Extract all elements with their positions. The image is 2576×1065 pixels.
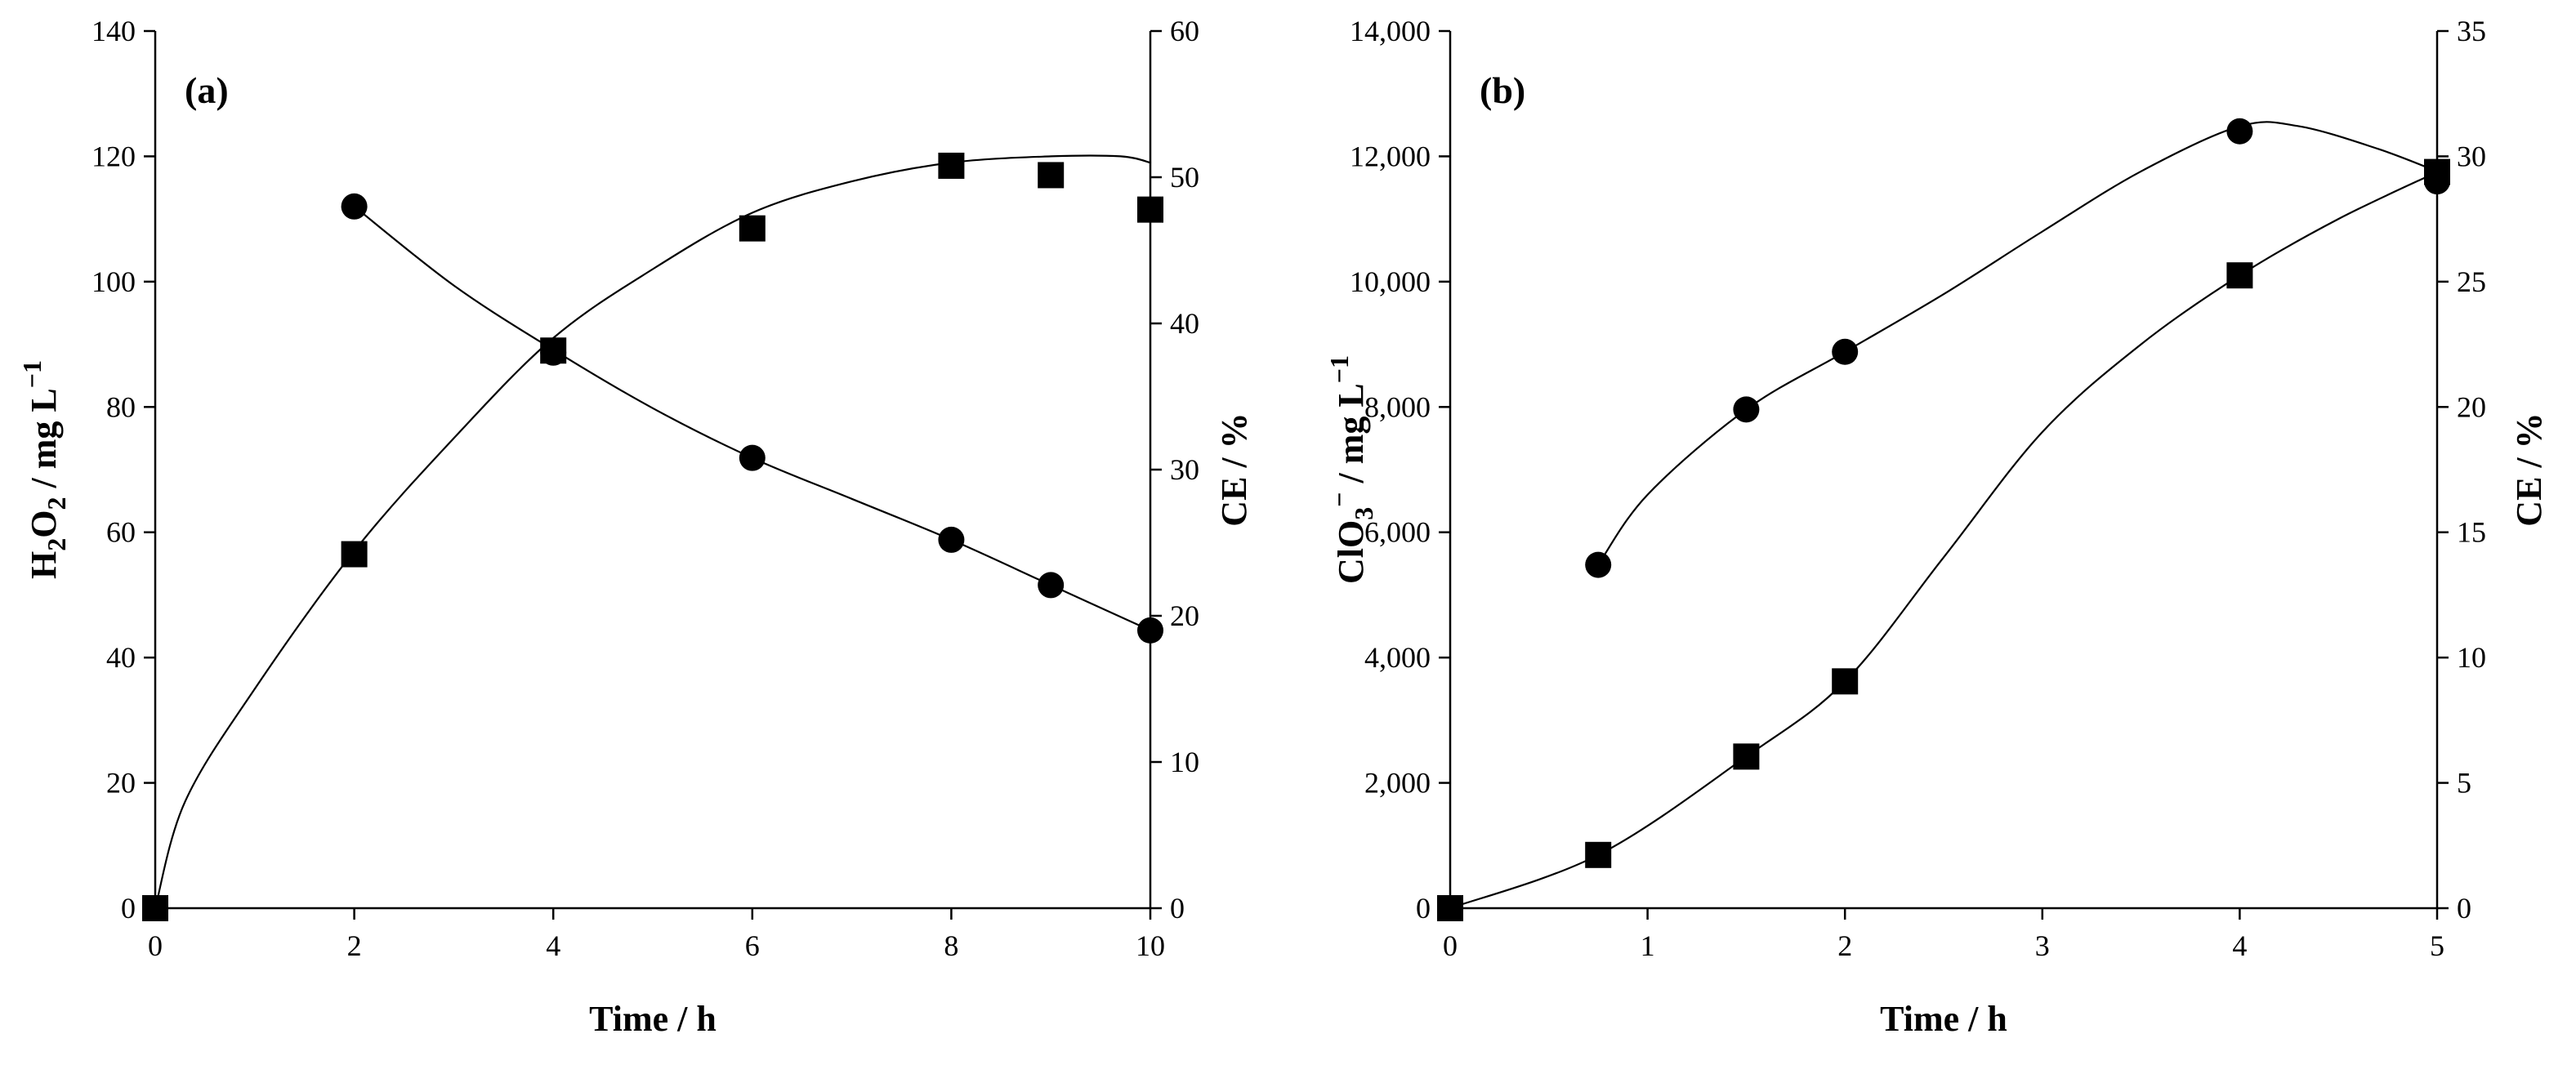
panel-a-y2-tick-label: 0 <box>1170 892 1185 925</box>
panel-b-y2-tick-label: 25 <box>2457 265 2486 298</box>
panel-a-y-tick-label: 0 <box>121 892 136 925</box>
panel-b-circle-point <box>1585 551 1612 578</box>
panel-b-square-point <box>2226 262 2253 289</box>
panel-a-circle-point <box>1038 572 1065 599</box>
panel-b-circle-point <box>1733 396 1760 423</box>
panel-b-x-tick-label: 5 <box>2430 929 2444 962</box>
panel-a-x-tick-label: 0 <box>148 929 163 962</box>
panel-a-circle-point <box>341 193 368 220</box>
panel-b-x-tick-label: 1 <box>1641 929 1655 962</box>
panel-b-square-point <box>1437 895 1463 921</box>
panel-a-y2-tick-label: 50 <box>1170 161 1199 194</box>
panel-b-y2-tick-label: 10 <box>2457 641 2486 674</box>
panel-b-y2-tick-label: 5 <box>2457 767 2471 800</box>
panel-a: 0 2 4 6 8 100204060801001201400102030405060(a… <box>17 15 1254 1039</box>
panel-a-fit-line-square <box>154 154 1151 909</box>
panel-b-y-tick-label: 14,000 <box>1350 15 1431 47</box>
panel-a-y-tick-label: 40 <box>106 641 136 674</box>
panel-a-y-axis-title: H2O2 / mg L−1 <box>17 360 71 579</box>
panel-b-y-tick-label: 0 <box>1416 892 1431 925</box>
panel-a-x-tick-label: 8 <box>944 929 958 962</box>
panel-a-square-point <box>938 152 965 179</box>
panel-a-x-tick-label: 4 <box>546 929 560 962</box>
panel-a-y-tick-label: 100 <box>92 265 136 298</box>
panel-a-y2-tick-label: 30 <box>1170 453 1199 486</box>
panel-b-x-tick-label: 3 <box>2035 929 2050 962</box>
panel-b-circle-point <box>2424 168 2450 195</box>
panel-a-y-tick-label: 140 <box>92 15 136 47</box>
panel-b-y2-tick-label: 35 <box>2457 15 2486 47</box>
panel-b-x-tick-label: 4 <box>2232 929 2247 962</box>
panel-b-y2-axis-title: CE / % <box>2509 412 2549 526</box>
panel-b-square-point <box>1832 668 1859 695</box>
panel-b-y2-tick-label: 0 <box>2457 892 2471 925</box>
panel-a-square-point <box>1038 162 1065 189</box>
panel-a-x-tick-label: 10 <box>1136 929 1165 962</box>
panel-a-circle-point <box>1137 617 1163 644</box>
panel-a-square-point <box>739 215 766 242</box>
panel-b-x-axis-title: Time / h <box>1880 999 2007 1039</box>
panel-b-y-axis-title: ClO3− / mg L−1 <box>1324 355 1378 584</box>
panel-a-y2-axis-title: CE / % <box>1214 412 1254 526</box>
panel-b-fit-line-circle <box>1597 121 2438 566</box>
panel-a-label: (a) <box>185 69 229 111</box>
panel-b-y2-tick-label: 15 <box>2457 516 2486 549</box>
panel-a-circle-point <box>540 339 567 366</box>
panel-b-y-tick-label: 4,000 <box>1364 641 1431 674</box>
panel-b-y-tick-label: 6,000 <box>1364 516 1431 549</box>
panel-a-fit-line-circle <box>353 205 1151 631</box>
panel-a-x-tick-label: 6 <box>745 929 760 962</box>
panel-a-y2-tick-label: 20 <box>1170 599 1199 632</box>
panel-b-circle-point <box>1832 338 1859 365</box>
panel-b-label: (b) <box>1480 69 1525 111</box>
panel-a-y2-tick-label: 10 <box>1170 746 1199 778</box>
panel-b-y-tick-label: 12,000 <box>1350 140 1431 172</box>
panel-b-circle-point <box>2226 118 2253 145</box>
panel-a-y-tick-label: 20 <box>106 767 136 800</box>
panel-a-circle-point <box>938 526 965 553</box>
panel-b-y2-tick-label: 30 <box>2457 140 2486 172</box>
panel-b-square-point <box>1733 743 1760 770</box>
panel-a-x-axis-title: Time / h <box>589 999 717 1039</box>
panel-b-x-tick-label: 2 <box>1837 929 1852 962</box>
panel-a-square-point <box>341 541 368 568</box>
panel-a-y-tick-label: 80 <box>106 390 136 423</box>
panel-a-y2-tick-label: 40 <box>1170 307 1199 340</box>
panel-a-y2-tick-label: 60 <box>1170 15 1199 47</box>
panel-b-y2-tick-label: 20 <box>2457 390 2486 423</box>
panel-a-x-tick-label: 2 <box>347 929 362 962</box>
panel-a-square-point <box>1137 196 1163 223</box>
panel-b-y-tick-label: 8,000 <box>1364 390 1431 423</box>
panel-b-x-tick-label: 0 <box>1443 929 1458 962</box>
panel-a-circle-point <box>739 444 766 471</box>
panel-b-fit-line-square <box>1449 171 2438 910</box>
panel-b-square-point <box>1585 841 1612 868</box>
panel-a-y-tick-label: 120 <box>92 140 136 172</box>
panel-b-y-tick-label: 2,000 <box>1364 767 1431 800</box>
panel-a-y-tick-label: 60 <box>106 516 136 549</box>
panel-b: 0 1 2 3 4 502,0004,0006,0008,00010,00012,0001… <box>1324 15 2549 1039</box>
panel-b-y-tick-label: 10,000 <box>1350 265 1431 298</box>
panel-a-square-point <box>142 895 168 921</box>
